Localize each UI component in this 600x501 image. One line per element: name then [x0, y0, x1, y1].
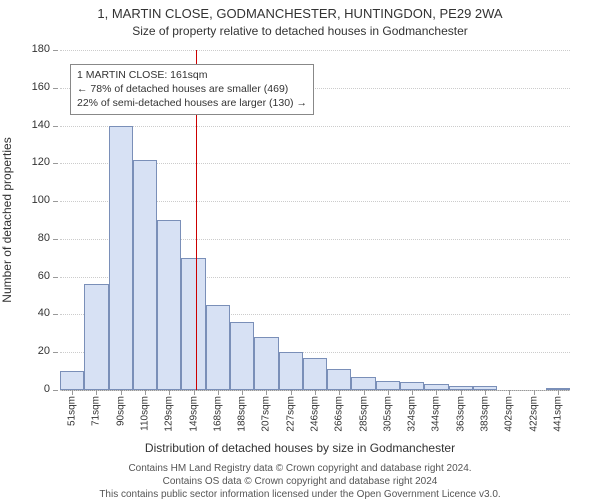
x-tick-label: 71sqm: [91, 396, 102, 426]
histogram-bar: [133, 160, 157, 390]
x-tick-label: 90sqm: [115, 396, 126, 426]
x-tick-label: 149sqm: [188, 396, 199, 432]
x-tick-label: 344sqm: [431, 396, 442, 432]
y-axis-label: Number of detached properties: [0, 137, 14, 302]
x-tick-label: 363sqm: [455, 396, 466, 432]
y-tick-label: 20: [38, 345, 50, 357]
footer-line: Contains OS data © Crown copyright and d…: [0, 475, 600, 488]
x-tick-label: 51sqm: [67, 396, 78, 426]
annotation-box: 1 MARTIN CLOSE: 161sqm ← 78% of detached…: [70, 64, 314, 115]
y-tick-label: 100: [32, 194, 50, 206]
histogram-bar: [351, 377, 375, 390]
histogram-bar: [60, 371, 84, 390]
y-tick-label: 180: [32, 43, 50, 55]
histogram-bar: [84, 284, 108, 390]
histogram-bar: [206, 305, 230, 390]
annotation-line: 1 MARTIN CLOSE: 161sqm: [77, 68, 307, 82]
histogram-bar: [376, 381, 400, 390]
histogram-bar: [230, 322, 254, 390]
histogram-bar: [279, 352, 303, 390]
x-tick-label: 383sqm: [480, 396, 491, 432]
histogram-bar: [109, 126, 133, 390]
histogram-bar: [157, 220, 181, 390]
chart-subtitle: Size of property relative to detached ho…: [0, 24, 600, 38]
x-tick-label: 441sqm: [552, 396, 563, 432]
y-tick-label: 60: [38, 270, 50, 282]
x-tick-label: 188sqm: [237, 396, 248, 432]
y-tick-label: 80: [38, 232, 50, 244]
x-tick-label: 246sqm: [310, 396, 321, 432]
x-tick-label: 168sqm: [212, 396, 223, 432]
annotation-line: 22% of semi-detached houses are larger (…: [77, 96, 307, 110]
annotation-line: ← 78% of detached houses are smaller (46…: [77, 82, 307, 96]
grid-line: [60, 126, 570, 127]
x-tick-label: 207sqm: [261, 396, 272, 432]
histogram-bar: [181, 258, 205, 390]
grid-line: [60, 50, 570, 51]
y-tick-label: 140: [32, 119, 50, 131]
x-tick-label: 402sqm: [504, 396, 515, 432]
histogram-bar: [254, 337, 278, 390]
x-tick-label: 422sqm: [528, 396, 539, 432]
chart-container: 1, MARTIN CLOSE, GODMANCHESTER, HUNTINGD…: [0, 0, 600, 500]
x-tick-label: 266sqm: [334, 396, 345, 432]
histogram-bar: [303, 358, 327, 390]
x-tick-label: 285sqm: [358, 396, 369, 432]
x-tick-label: 324sqm: [407, 396, 418, 432]
histogram-bar: [400, 382, 424, 390]
x-axis-label: Distribution of detached houses by size …: [0, 441, 600, 455]
plot-area: 02040608010012014016018051sqm71sqm90sqm1…: [60, 50, 570, 391]
x-tick-label: 305sqm: [382, 396, 393, 432]
footer: Contains HM Land Registry data © Crown c…: [0, 462, 600, 501]
footer-line: This contains public sector information …: [0, 488, 600, 501]
x-tick-label: 129sqm: [164, 396, 175, 432]
y-tick-label: 120: [32, 156, 50, 168]
footer-line: Contains HM Land Registry data © Crown c…: [0, 462, 600, 475]
y-tick-label: 40: [38, 307, 50, 319]
x-tick-label: 110sqm: [140, 396, 151, 431]
y-tick-label: 160: [32, 81, 50, 93]
x-tick-label: 227sqm: [285, 396, 296, 432]
y-tick-label: 0: [44, 383, 50, 395]
page-title: 1, MARTIN CLOSE, GODMANCHESTER, HUNTINGD…: [0, 6, 600, 21]
histogram-bar: [327, 369, 351, 390]
